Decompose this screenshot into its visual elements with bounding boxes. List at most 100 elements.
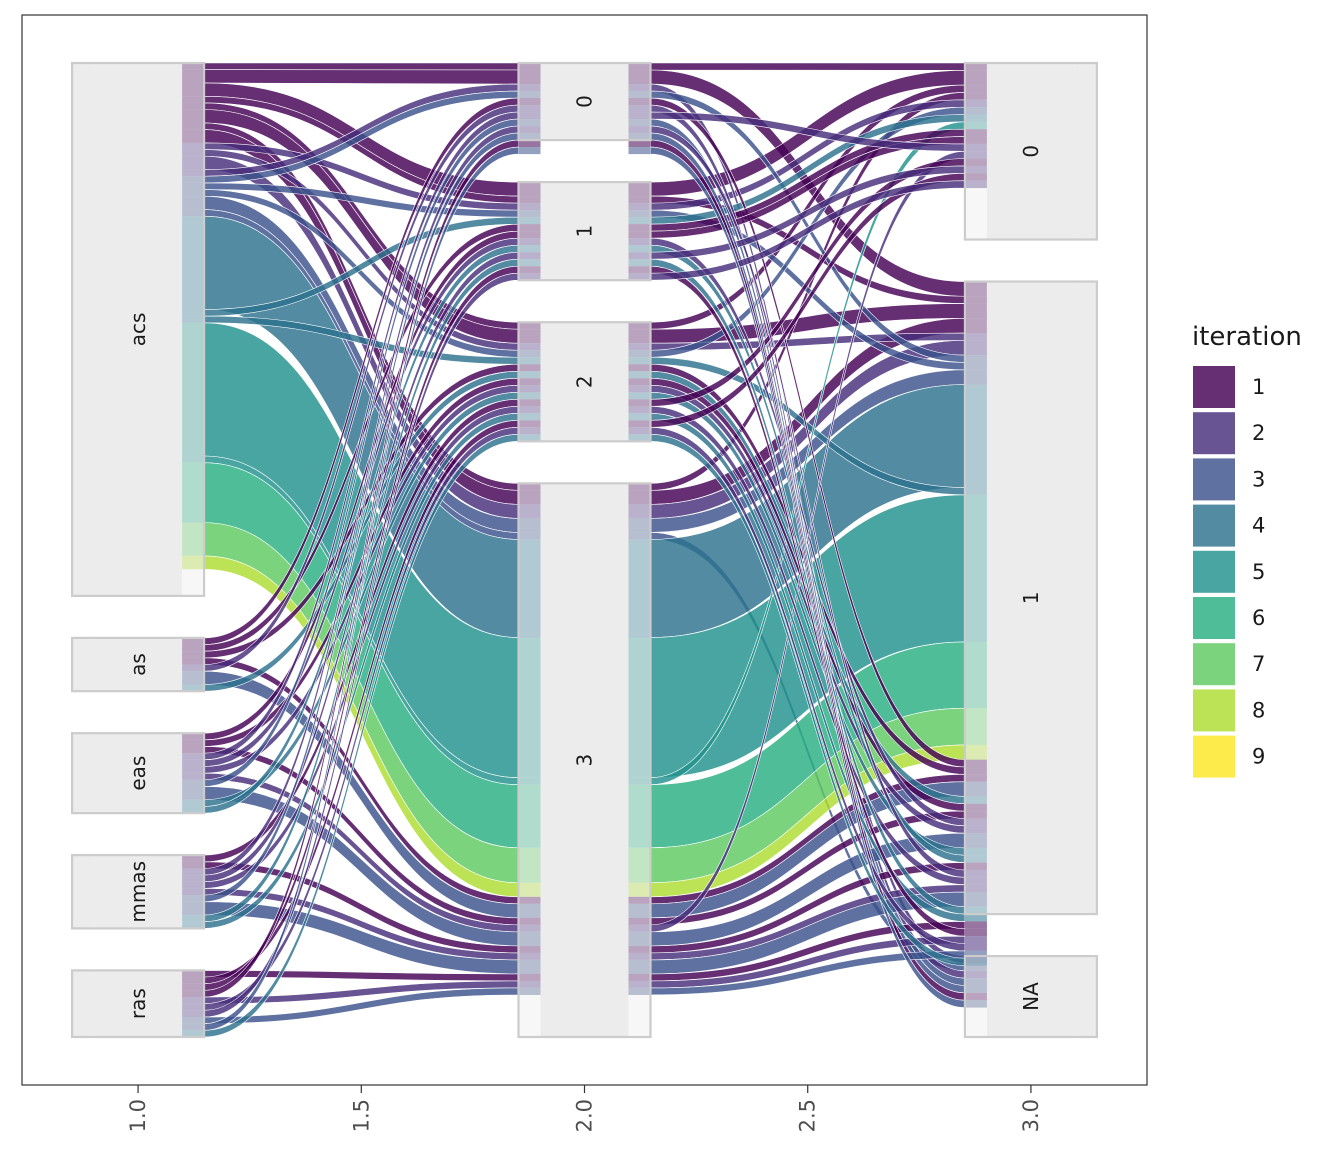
flow-band: [964, 936, 987, 944]
flow-band: [628, 420, 651, 428]
stratum-fill: [986, 63, 1075, 240]
flow-band: [518, 371, 541, 379]
flow-band: [628, 350, 651, 358]
flow-band: [628, 224, 651, 232]
flow-band: [518, 924, 541, 932]
legend: iteration 1 2 3 4 5 6 7 8 9: [1192, 322, 1302, 778]
flow-band: [518, 518, 541, 533]
flow-band: [964, 958, 987, 966]
x-tick-label: 2.0: [573, 1099, 597, 1132]
flow-band: [628, 882, 651, 897]
flow-band: [518, 392, 541, 400]
flow-band: [182, 664, 205, 672]
legend-key-label: 1: [1252, 375, 1265, 399]
x-axis: 1.0 1.5 2.0 2.5 3.0: [126, 1085, 1043, 1132]
flow-band: [628, 371, 651, 379]
flow-band: [964, 781, 987, 797]
flow-band: [182, 651, 205, 658]
flow-band: [628, 483, 651, 491]
flow-band: [182, 196, 205, 210]
stratum-border: [70, 636, 206, 693]
flow-band: [182, 1003, 205, 1011]
flow-band: [628, 924, 651, 932]
flow-band: [628, 343, 651, 351]
flow-segment-left: [203, 62, 519, 71]
flow-band: [628, 70, 651, 85]
flow-band: [182, 102, 205, 110]
flow-band: [964, 494, 987, 642]
stratum-fill: [94, 733, 183, 814]
flow-band: [628, 259, 651, 267]
stratum-3: 3: [517, 482, 652, 1039]
stratum-edge: [182, 733, 205, 814]
flow-band: [518, 350, 541, 358]
stratum-edge: [1074, 281, 1097, 915]
flow-band: [518, 434, 541, 442]
stratum-edge: [628, 322, 651, 442]
flow-band: [628, 126, 651, 134]
flow-band: [518, 504, 541, 519]
flow-band: [182, 109, 205, 123]
stratum-edge: [518, 322, 541, 442]
flow-band: [518, 532, 541, 540]
flow-band: [964, 869, 987, 878]
flow-band: [964, 818, 987, 826]
flow-band: [182, 759, 205, 767]
flow-band: [182, 875, 205, 882]
flow-band: [518, 987, 541, 995]
flow-band: [182, 1017, 205, 1024]
flow-band: [628, 203, 651, 211]
stratum-edge: [518, 63, 541, 141]
flow-band: [182, 82, 205, 97]
flow-band: [964, 99, 987, 108]
flow-band: [964, 825, 987, 834]
legend-key-swatch: [1193, 458, 1235, 501]
flow-band: [182, 522, 205, 556]
stratum-edge: [72, 733, 95, 814]
flow-band: [628, 322, 651, 330]
flow-band: [628, 217, 651, 225]
flow-band: [964, 744, 987, 760]
stratum-edge: [628, 483, 651, 1037]
flow-band: [628, 182, 651, 197]
stratum-edge: [72, 970, 95, 1037]
stratum-border: [70, 854, 206, 930]
stratum-edge: [182, 855, 205, 929]
flow-band: [628, 84, 651, 92]
flow-band: [964, 928, 987, 937]
flow-band: [964, 978, 987, 986]
flow-band: [182, 901, 205, 916]
flow-band: [518, 539, 541, 638]
flow-band: [182, 997, 205, 1004]
flow-band: [182, 456, 205, 463]
legend-key-label: 3: [1252, 467, 1265, 491]
flow-band: [518, 329, 541, 344]
stratum-border: [517, 321, 652, 443]
flow-band: [182, 1030, 205, 1037]
flow-band: [628, 406, 651, 414]
stratum-label: 0: [1019, 145, 1043, 158]
flow-band: [628, 357, 651, 365]
flow-band: [964, 921, 987, 929]
flow-band: [964, 107, 987, 115]
flow-band: [182, 316, 205, 323]
flow-band: [628, 378, 651, 386]
flow-segment-left: [203, 69, 519, 85]
stratum-edge: [182, 637, 205, 692]
flow: [182, 555, 987, 898]
flow-band: [964, 296, 987, 304]
flow-band: [964, 950, 987, 959]
stratum-fill: [540, 483, 629, 1037]
flow-band: [628, 98, 651, 106]
flow-band: [518, 91, 541, 99]
flow-band: [628, 63, 651, 71]
flow-band: [628, 196, 651, 204]
stratum-fill: [94, 855, 183, 929]
flow-band: [964, 641, 987, 709]
flow-band: [964, 1000, 987, 1008]
flow-band: [182, 779, 205, 787]
flow-band: [518, 420, 541, 428]
stratum-border: [70, 732, 206, 815]
stratum-edge: [628, 182, 651, 281]
flow-band: [518, 266, 541, 274]
